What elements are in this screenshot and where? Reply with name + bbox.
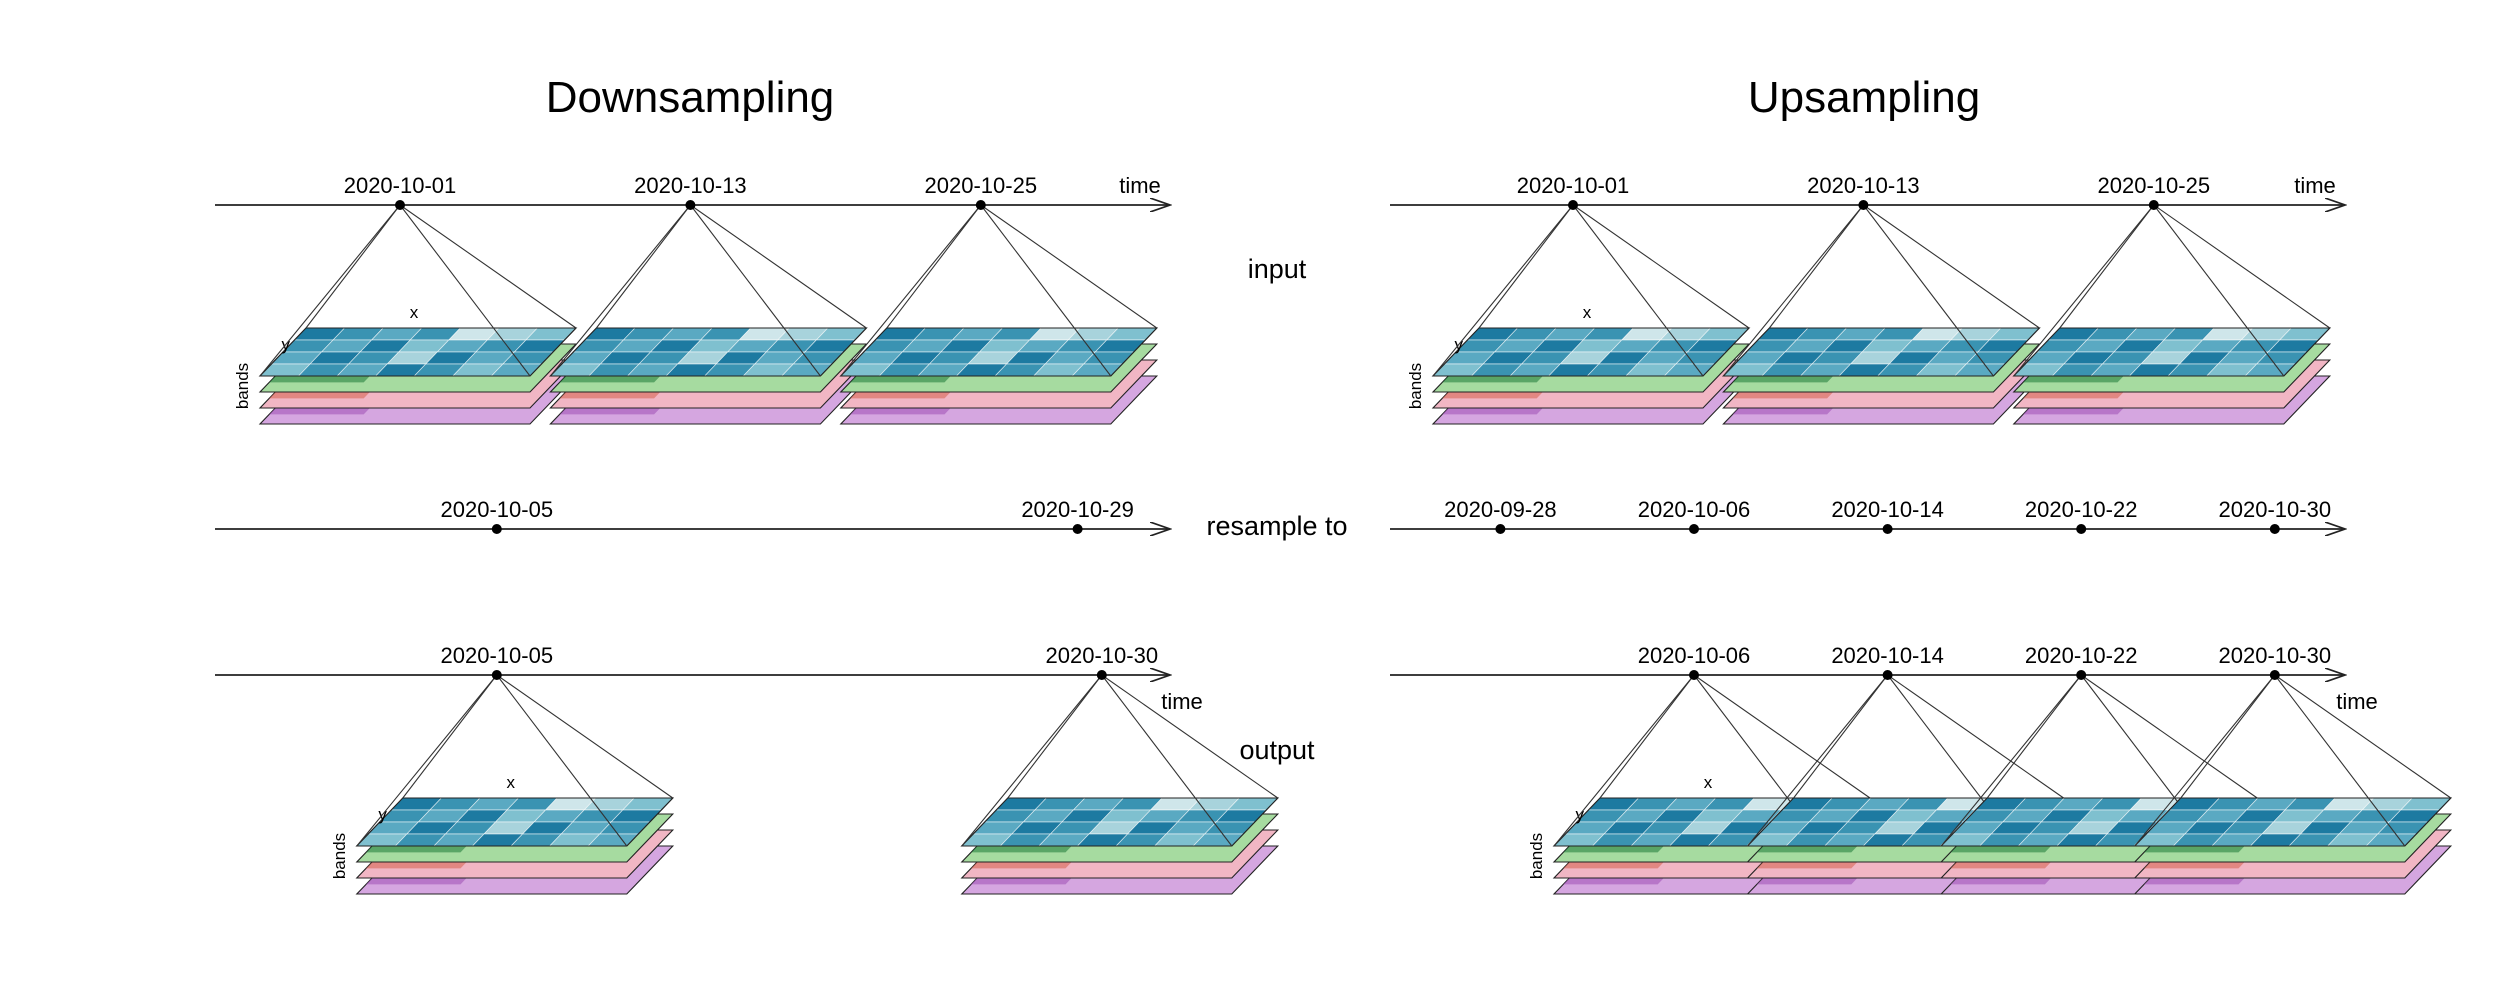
input-date-label: 2020-10-25 (2098, 173, 2211, 198)
input-date-label: 2020-10-01 (1517, 173, 1630, 198)
cube-axis-bands-label: bands (1527, 833, 1546, 879)
title-downsampling: Downsampling (546, 73, 835, 122)
output-date-label: 2020-10-22 (2025, 643, 2138, 668)
projection-line (1793, 674, 1889, 799)
projection-line (2153, 204, 2285, 377)
input-time-label: time (1119, 173, 1161, 198)
output-time-label: time (1161, 689, 1203, 714)
cube-axis-bands-label: bands (1406, 363, 1425, 409)
input-date-label: 2020-10-13 (1807, 173, 1920, 198)
input-time-point (1858, 200, 1869, 210)
projection-line (305, 204, 401, 329)
cube-axis-bands-label: bands (330, 833, 349, 879)
output-date-label: 2020-10-14 (1831, 643, 1944, 668)
output-time-point (2076, 670, 2087, 680)
projection-line (399, 204, 531, 377)
cube-axis-x-label: x (1583, 303, 1592, 322)
output-date-label: 2020-10-05 (441, 643, 554, 668)
resample-time-point (2076, 524, 2087, 534)
output-date-label: 2020-10-30 (1046, 643, 1159, 668)
resample-time-point (1689, 524, 1699, 534)
resample-date-label: 2020-10-22 (2025, 497, 2138, 522)
input-time-point (975, 200, 986, 210)
projection-line (2180, 674, 2276, 799)
input-time-point (1568, 200, 1578, 210)
cube-axis-x-label: x (507, 773, 516, 792)
output-date-label: 2020-10-30 (2219, 643, 2332, 668)
input-date-label: 2020-10-01 (344, 173, 457, 198)
projection-line (1007, 674, 1103, 799)
input-time-point (395, 200, 405, 210)
resample-date-label: 2020-10-06 (1638, 497, 1751, 522)
input-date-label: 2020-10-25 (925, 173, 1038, 198)
projection-line (886, 204, 982, 329)
input-date-label: 2020-10-13 (634, 173, 747, 198)
resample-date-label: 2020-10-30 (2219, 497, 2332, 522)
output-time-point (491, 670, 502, 680)
cube-axis-x-label: x (1704, 773, 1713, 792)
resample-time-point (1495, 524, 1506, 534)
projection-line (2274, 674, 2406, 847)
resample-time-point (1072, 524, 1083, 534)
row-label-output: output (1239, 735, 1315, 765)
input-time-label: time (2294, 173, 2336, 198)
projection-line (1862, 204, 1994, 377)
input-time-point (685, 200, 696, 210)
output-time-point (1096, 670, 1107, 680)
resample-date-label: 2020-10-05 (441, 497, 554, 522)
resample-date-label: 2020-10-14 (1831, 497, 1944, 522)
resample-time-point (2269, 524, 2280, 534)
output-time-point (1882, 670, 1893, 680)
projection-line (595, 204, 691, 329)
output-date-label: 2020-10-06 (1638, 643, 1751, 668)
resample-date-label: 2020-10-29 (1021, 497, 1134, 522)
projection-line (496, 674, 628, 847)
projection-line (2059, 204, 2155, 329)
projection-line (980, 204, 1112, 377)
resample-date-label: 2020-09-28 (1444, 497, 1557, 522)
input-time-point (2148, 200, 2159, 210)
cube-axis-bands-label: bands (233, 363, 252, 409)
resample-time-point (491, 524, 502, 534)
projection-line (1478, 204, 1574, 329)
row-label-input: input (1248, 254, 1307, 284)
title-upsampling: Upsampling (1748, 73, 1980, 122)
projection-line (1599, 674, 1695, 799)
projection-line (689, 204, 821, 377)
output-time-point (2269, 670, 2280, 680)
projection-line (402, 674, 498, 799)
cube-axis-x-label: x (410, 303, 419, 322)
row-label-resample: resample to (1206, 511, 1347, 541)
projection-line (1572, 204, 1704, 377)
projection-line (1101, 674, 1233, 847)
projection-line (1986, 674, 2082, 799)
output-time-point (1689, 670, 1699, 680)
projection-line (1768, 204, 1864, 329)
output-time-label: time (2336, 689, 2378, 714)
resample-time-point (1882, 524, 1893, 534)
